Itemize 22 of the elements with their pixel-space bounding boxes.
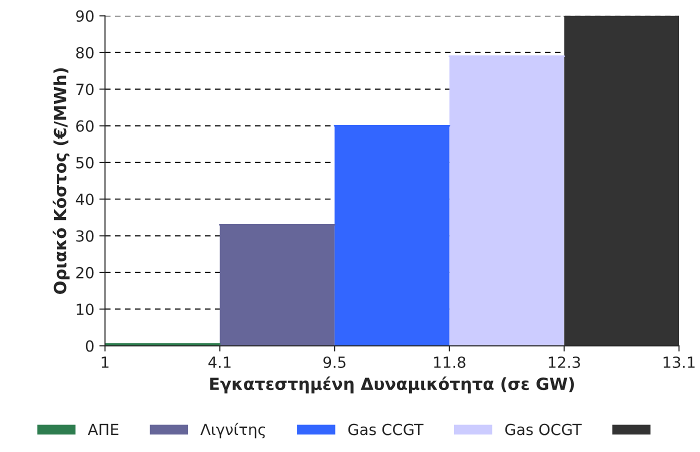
x-tick-label: 13.1	[664, 356, 695, 368]
y-tick-label: 0	[86, 340, 94, 352]
y-tick-label: 50	[76, 156, 94, 168]
legend-label: Gas OCGT	[505, 424, 582, 436]
x-axis-title: Εγκατεστημένη Δυναμικότητα (σε GW)	[210, 376, 574, 394]
y-axis-title: Οριακό Κόστος (€/MWh)	[52, 68, 70, 294]
legend-label: Gas CCGT	[348, 424, 424, 436]
x-tick-label: 12.3	[548, 356, 580, 368]
y-tick-label: 20	[76, 266, 94, 278]
y-tick-label: 70	[76, 84, 94, 96]
y-tick-label: 60	[76, 120, 94, 132]
x-tick-label: 4.1	[208, 356, 231, 368]
y-tick-label: 10	[76, 304, 94, 316]
y-tick-label: 90	[76, 10, 94, 22]
legend-label: ΑΠΕ	[88, 424, 118, 436]
y-tick-label: 30	[76, 230, 94, 242]
x-tick-label: 9.5	[323, 356, 346, 368]
x-tick-label: 11.8	[434, 356, 466, 368]
legend-label: Λιγνίτης	[200, 422, 265, 438]
y-tick-label: 80	[76, 46, 94, 59]
y-tick-label: 40	[76, 194, 94, 206]
x-tick-label: 1	[102, 356, 108, 368]
